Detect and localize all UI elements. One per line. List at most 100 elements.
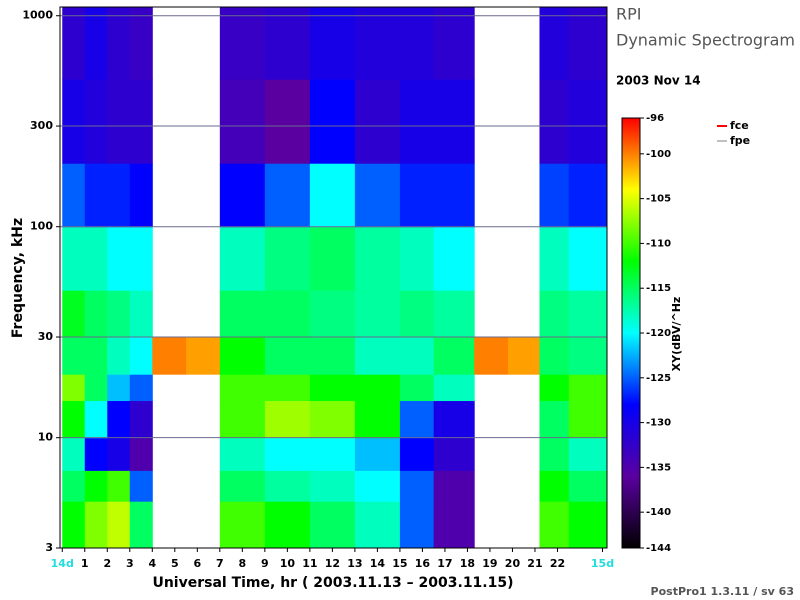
x-tick-label: 14: [370, 557, 386, 570]
heat-cell: [129, 337, 153, 375]
heat-cell: [354, 437, 401, 471]
heat-cell: [399, 337, 435, 375]
heat-cell: [568, 163, 608, 228]
heat-cell: [62, 501, 86, 549]
colorbar-tick-label: -130: [646, 418, 671, 429]
date-label: 2003 Nov 14: [616, 74, 701, 88]
heat-cell: [539, 501, 570, 549]
heat-cell: [219, 163, 266, 228]
heat-cell: [219, 437, 266, 471]
heat-cell: [62, 437, 86, 471]
heat-cell: [399, 7, 435, 80]
x-tick-label: 1: [81, 557, 89, 570]
heat-cell: [84, 470, 108, 502]
x-tick-label: 19: [482, 557, 497, 570]
x-tick-label: 14d: [51, 557, 74, 570]
heat-cell: [354, 79, 401, 164]
heat-cell: [433, 163, 475, 228]
heat-cell: [129, 437, 153, 471]
heat-cell: [433, 437, 475, 471]
heat-cell: [62, 226, 86, 291]
heat-cell: [539, 400, 570, 439]
heat-cell: [129, 79, 153, 164]
heat-cell: [152, 337, 187, 375]
colorbar-tick-label: -115: [646, 283, 671, 294]
heat-cell: [107, 501, 131, 549]
heat-cell: [354, 7, 401, 80]
heat-cell: [568, 437, 608, 471]
heat-cell: [264, 290, 311, 338]
heat-cell: [107, 374, 131, 402]
x-tick-label: 8: [239, 557, 247, 570]
colorbar-tick-label: -135: [646, 462, 671, 473]
heat-cell: [309, 290, 356, 338]
heat-cell: [264, 470, 311, 502]
heat-cell: [84, 79, 108, 164]
heat-cell: [129, 470, 153, 502]
heat-cell: [539, 337, 570, 375]
colorbar-tick-label: -120: [646, 328, 671, 339]
heat-cell: [129, 163, 153, 228]
heat-cell: [264, 337, 311, 375]
heat-cell: [399, 226, 435, 291]
heat-cell: [433, 400, 475, 439]
heat-cell: [264, 400, 311, 439]
heat-cell: [309, 470, 356, 502]
x-tick-label: 5: [171, 557, 179, 570]
y-tick-label: 3: [45, 541, 53, 554]
x-tick-label: 7: [216, 557, 224, 570]
heat-cell: [84, 290, 108, 338]
y-tick-label: 1000: [22, 9, 53, 22]
heat-cell: [568, 470, 608, 502]
heat-cell: [309, 7, 356, 80]
heat-cell: [433, 470, 475, 502]
heat-cell: [219, 7, 266, 80]
colorbar-tick-label: -100: [646, 149, 671, 160]
colorbar-tick-label: -144: [646, 543, 671, 554]
heat-cell: [84, 437, 108, 471]
heat-cell: [354, 470, 401, 502]
heat-cell: [129, 290, 153, 338]
heat-cell: [309, 79, 356, 164]
heat-cell: [539, 79, 570, 164]
x-tick-label: 18: [460, 557, 475, 570]
heat-cell: [129, 7, 153, 80]
heat-cell: [568, 400, 608, 439]
heat-cell: [264, 226, 311, 291]
x-tick-label: 12: [325, 557, 340, 570]
heat-cell: [309, 337, 356, 375]
x-tick-label: 20: [505, 557, 521, 570]
heat-cell: [309, 437, 356, 471]
y-tick-label: 300: [30, 119, 53, 132]
heat-cell: [433, 337, 475, 375]
heat-cell: [107, 7, 131, 80]
heat-cell: [129, 501, 153, 549]
heat-cell: [539, 226, 570, 291]
x-tick-label: 15: [392, 557, 407, 570]
heat-cell: [539, 290, 570, 338]
heat-cell: [433, 79, 475, 164]
heat-cell: [568, 7, 608, 80]
heat-cell: [399, 470, 435, 502]
heat-cell: [399, 374, 435, 402]
heat-cell: [539, 374, 570, 402]
heat-cell: [62, 337, 86, 375]
heat-cell: [129, 374, 153, 402]
heat-cell: [399, 79, 435, 164]
x-tick-label: 13: [347, 557, 362, 570]
heat-cell: [474, 337, 509, 375]
heat-cell: [219, 374, 266, 402]
x-tick-label: 4: [148, 557, 156, 570]
heat-cell: [84, 7, 108, 80]
heat-cell: [433, 501, 475, 549]
heat-cell: [568, 79, 608, 164]
chart-title: RPI: [616, 5, 641, 24]
heat-cell: [507, 337, 540, 375]
heat-cell: [399, 290, 435, 338]
heat-cell: [433, 226, 475, 291]
y-tick-label: 10: [38, 431, 54, 444]
colorbar-tick-label: -96: [646, 113, 664, 124]
heat-cell: [62, 290, 86, 338]
x-axis-label: Universal Time, hr ( 2003.11.13 – 2003.1…: [152, 575, 513, 591]
heat-cell: [84, 400, 108, 439]
